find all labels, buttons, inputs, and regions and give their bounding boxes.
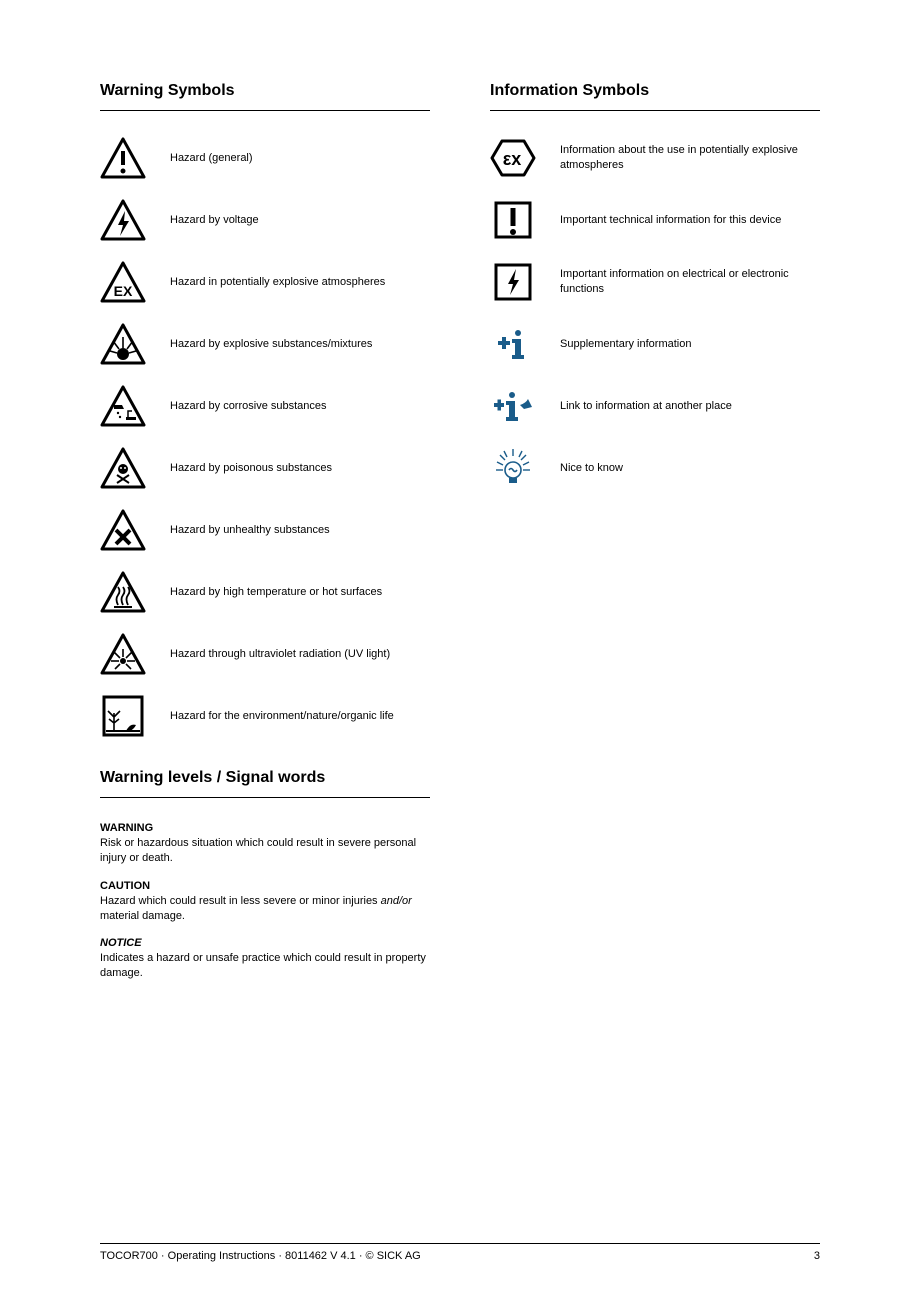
level-body: Hazard which could result in less severe… (100, 894, 430, 924)
content-columns: Warning Symbols Hazard (general) Hazard b… (100, 82, 820, 995)
info-symbol-row: Information about the use in potentially… (490, 135, 820, 181)
info-bolt-box-icon (490, 259, 536, 305)
warning-levels-list: WARNING Risk or hazardous situation which… (100, 822, 430, 981)
info-symbol-row: Nice to know (490, 445, 820, 491)
footer-page-number: 3 (814, 1250, 820, 1262)
warning-symbol-row: Hazard by high temperature or hot surfac… (100, 569, 430, 615)
level-body: Risk or hazardous situation which could … (100, 836, 430, 866)
info-bulb-label: Nice to know (560, 461, 623, 476)
footer-left-text: TOCOR700 · Operating Instructions · 8011… (100, 1250, 421, 1262)
hazard-corrosive-icon (100, 383, 146, 429)
hazard-environment-icon (100, 693, 146, 739)
hazard-ex-label: Hazard in potentially explosive atmosphe… (170, 275, 385, 290)
warning-symbol-row: Hazard by poisonous substances (100, 445, 430, 491)
hazard-uv-label: Hazard through ultraviolet radiation (UV… (170, 647, 390, 662)
hazard-environment-label: Hazard for the environment/nature/organi… (170, 709, 394, 724)
info-exclaim-box-icon (490, 197, 536, 243)
hazard-general-icon (100, 135, 146, 181)
level-title: WARNING (100, 822, 430, 834)
info-bolt-box-label: Important information on electrical or e… (560, 267, 820, 297)
left-column: Warning Symbols Hazard (general) Hazard b… (100, 82, 430, 995)
info-plus-i-label: Supplementary information (560, 337, 691, 352)
warning-symbol-row: Hazard by explosive substances/mixtures (100, 321, 430, 367)
hazard-explosive-label: Hazard by explosive substances/mixtures (170, 337, 372, 352)
hazard-unhealthy-label: Hazard by unhealthy substances (170, 523, 330, 538)
hazard-hot-label: Hazard by high temperature or hot surfac… (170, 585, 382, 600)
info-symbol-row: Supplementary information (490, 321, 820, 367)
level-block: NOTICE Indicates a hazard or unsafe pract… (100, 937, 430, 981)
warning-symbols-heading: Warning Symbols (100, 82, 430, 111)
warning-levels-section: Warning levels / Signal words WARNING Ris… (100, 769, 430, 981)
hazard-voltage-label: Hazard by voltage (170, 213, 259, 228)
hazard-poison-icon (100, 445, 146, 491)
hazard-voltage-icon (100, 197, 146, 243)
warning-levels-heading: Warning levels / Signal words (100, 769, 430, 798)
level-block: CAUTION Hazard which could result in less… (100, 880, 430, 924)
level-title: NOTICE (100, 937, 430, 949)
warning-symbols-list: Hazard (general) Hazard by voltage Hazard … (100, 135, 430, 739)
hazard-ex-icon (100, 259, 146, 305)
hazard-poison-label: Hazard by poisonous substances (170, 461, 332, 476)
warning-symbol-row: Hazard by voltage (100, 197, 430, 243)
warning-symbol-row: Hazard by corrosive substances (100, 383, 430, 429)
level-block: WARNING Risk or hazardous situation which… (100, 822, 430, 866)
info-ex-hex-label: Information about the use in potentially… (560, 143, 820, 173)
hazard-uv-icon (100, 631, 146, 677)
info-symbols-list: Information about the use in potentially… (490, 135, 820, 491)
warning-symbol-row: Hazard (general) (100, 135, 430, 181)
page-footer: TOCOR700 · Operating Instructions · 8011… (100, 1243, 820, 1262)
hazard-hot-icon (100, 569, 146, 615)
info-ex-hex-icon (490, 135, 536, 181)
right-column: Information Symbols Information about th… (490, 82, 820, 995)
info-symbol-row: Important information on electrical or e… (490, 259, 820, 305)
info-plus-i-icon (490, 321, 536, 367)
warning-symbol-row: Hazard through ultraviolet radiation (UV… (100, 631, 430, 677)
hazard-general-label: Hazard (general) (170, 151, 253, 166)
warning-symbol-row: Hazard in potentially explosive atmosphe… (100, 259, 430, 305)
info-bulb-icon (490, 445, 536, 491)
info-symbol-row: Important technical information for this… (490, 197, 820, 243)
warning-symbol-row: Hazard by unhealthy substances (100, 507, 430, 553)
hazard-corrosive-label: Hazard by corrosive substances (170, 399, 327, 414)
info-symbols-heading: Information Symbols (490, 82, 820, 111)
level-title: CAUTION (100, 880, 430, 892)
info-exclaim-box-label: Important technical information for this… (560, 213, 781, 228)
hazard-unhealthy-icon (100, 507, 146, 553)
info-plus-i-arrow-label: Link to information at another place (560, 399, 732, 414)
hazard-explosive-icon (100, 321, 146, 367)
info-plus-i-arrow-icon (490, 383, 536, 429)
info-symbol-row: Link to information at another place (490, 383, 820, 429)
warning-symbol-row: Hazard for the environment/nature/organi… (100, 693, 430, 739)
level-body: Indicates a hazard or unsafe practice wh… (100, 951, 430, 981)
